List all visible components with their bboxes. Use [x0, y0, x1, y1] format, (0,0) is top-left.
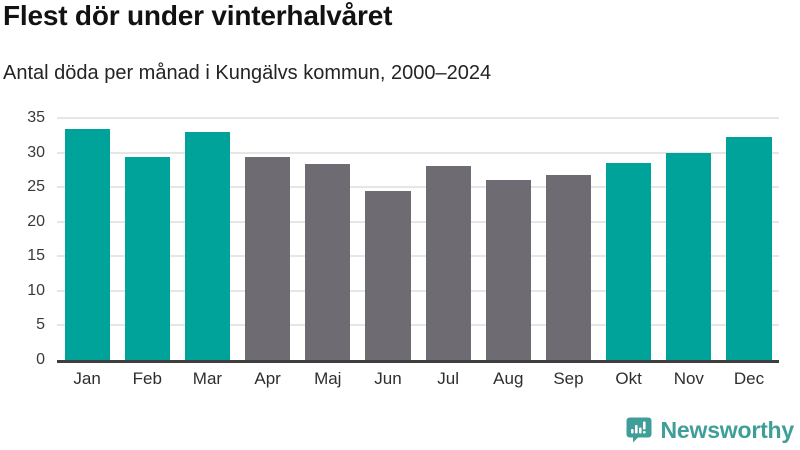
chart-title: Flest dör under vinterhalvåret: [3, 0, 393, 31]
y-tick-10: 10: [27, 281, 45, 299]
bar-slot-mar: [177, 118, 237, 360]
x-tick-okt: Okt: [615, 369, 642, 388]
x-tick-jun: Jun: [374, 369, 402, 388]
x-tick-dec: Dec: [733, 369, 765, 388]
x-tick-apr: Apr: [254, 369, 281, 388]
x-tick-jul: Jul: [437, 369, 459, 388]
bar-slot-dec: [719, 118, 779, 360]
x-tick-maj: Maj: [314, 369, 342, 388]
y-tick-0: 0: [36, 351, 45, 368]
bar-sep: [545, 175, 592, 360]
bar-jul: [425, 166, 471, 360]
bar-slot-apr: [238, 118, 298, 360]
bar-slot-feb: [117, 118, 177, 360]
bars-group: [57, 118, 779, 360]
y-tick-15: 15: [27, 247, 45, 265]
bar-slot-jul: [418, 118, 478, 360]
plot-area: [57, 117, 779, 363]
y-tick-35: 35: [27, 109, 45, 126]
bar-dec: [726, 137, 772, 360]
bar-aug: [485, 180, 531, 360]
x-tick-jan: Jan: [73, 369, 101, 388]
bar-maj: [305, 164, 351, 360]
bar-slot-nov: [659, 118, 719, 360]
x-tick-mar: Mar: [192, 369, 223, 388]
x-tick-feb: Feb: [132, 369, 162, 388]
bar-okt: [606, 162, 652, 360]
bar-slot-aug: [478, 118, 538, 360]
y-tick-5: 5: [36, 316, 45, 334]
bar-jun: [365, 191, 411, 360]
gridline-20: [57, 220, 779, 223]
bar-jan: [64, 129, 110, 360]
gridline-5: [57, 324, 779, 327]
x-tick-nov: Nov: [673, 369, 704, 388]
bar-slot-sep: [538, 118, 598, 360]
newsworthy-logo-text: Newsworthy: [660, 416, 795, 443]
gridline-35: [57, 117, 779, 119]
bar-slot-maj: [298, 118, 358, 360]
branding-footer: Newsworthy: [625, 416, 794, 444]
bar-slot-jun: [358, 118, 418, 360]
newsworthy-logo-icon: [625, 416, 653, 444]
y-tick-25: 25: [27, 178, 45, 196]
bar-apr: [245, 157, 291, 360]
y-tick-30: 30: [27, 143, 45, 161]
gridline-15: [57, 255, 779, 258]
chart-subtitle: Antal döda per månad i Kungälvs kommun, …: [3, 62, 492, 84]
bar-feb: [124, 156, 170, 360]
bar-nov: [666, 152, 712, 360]
y-tick-20: 20: [27, 212, 45, 230]
x-tick-sep: Sep: [553, 369, 584, 388]
bar-slot-okt: [599, 118, 659, 360]
gridline-10: [57, 289, 779, 292]
bar-slot-jan: [57, 118, 117, 360]
x-tick-aug: Aug: [493, 369, 524, 388]
gridline-30: [57, 151, 779, 154]
x-axis: Jan Feb Mar Apr Maj Jun Jul Aug Sep Okt Nov Dec: [57, 369, 779, 389]
bar-mar: [184, 131, 230, 360]
gridline-25: [57, 186, 779, 189]
y-axis: 0 5 10 15 20 25 30 35: [0, 110, 45, 368]
